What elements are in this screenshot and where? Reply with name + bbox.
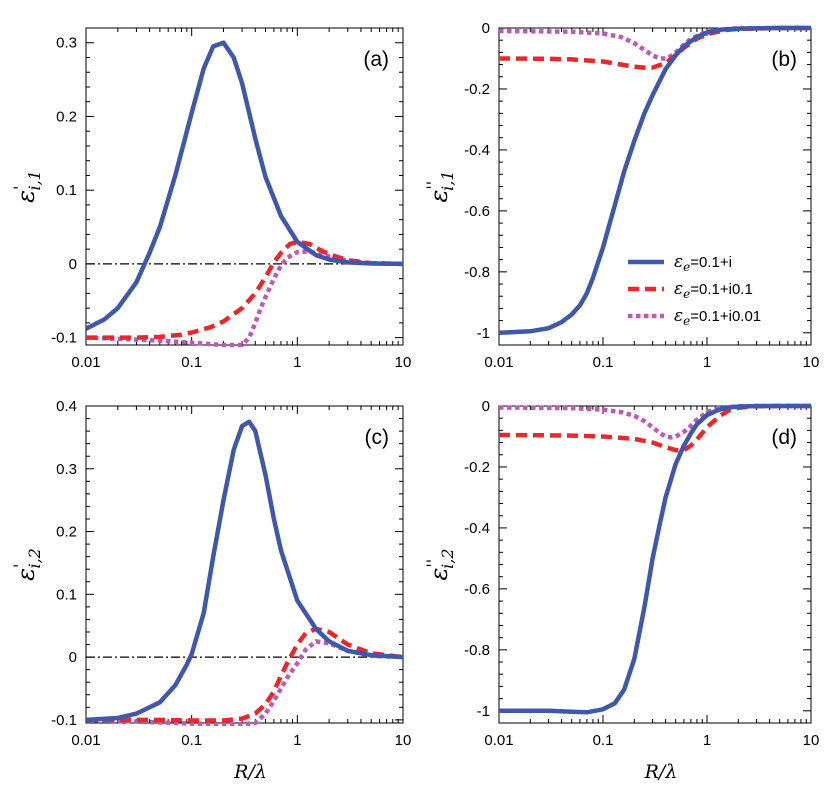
y-tick-label: 0 [69,256,77,273]
y-tick-label: -1 [477,703,490,720]
panel-d: 0.01 0.1 1 10 -1 -0.8 -0.6 -0.4 -0.2 0 (d) ε''i,2 R/… [423,398,819,783]
plot-frame [85,405,404,724]
y-tick-label: -0.6 [464,203,490,220]
x-axis-label: R/λ [644,761,678,783]
x-tick-label: 0.01 [484,354,513,371]
legend-entry: εe=0.1+i0.1 [674,279,753,301]
y-tick-label: 0.1 [56,586,77,603]
y-tick-label: 0.2 [56,108,77,125]
legend-entry: εe=0.1+i [674,252,732,274]
legend: εe=0.1+i εe=0.1+i0.1 εe=0.1+i0.01 [628,252,761,328]
y-tick-label: 0.3 [56,35,77,52]
x-tick-label: 0.01 [71,354,100,371]
series-line-3 [499,403,811,440]
series-line-3 [86,249,403,348]
plot-frame [498,27,812,346]
y-tick-label: -0.8 [464,264,490,281]
panel-b: 0.01 0.1 1 10 -1 -0.8 -0.6 -0.4 -0.2 0 (b) ε''i,1 [423,20,819,371]
panel-label: (a) [363,48,389,71]
y-tick-label: 0 [69,649,77,666]
panel-label: (c) [365,426,390,449]
series-line-2 [499,25,811,70]
panel-a: 0.01 0.1 1 10 -0.1 0 0.1 0.2 0.3 (a) ε'i,1 [10,27,412,371]
y-tick-label: -0.4 [464,520,490,537]
y-tick-label: -0.4 [464,142,490,159]
x-tick-label: 0.1 [593,732,614,749]
plot-frame [498,405,812,724]
panel-label: (b) [771,48,797,71]
x-tick-label: 10 [395,732,412,749]
x-tick-label: 10 [803,354,820,371]
series-line-1 [86,40,403,331]
x-tick-label: 0.1 [181,354,202,371]
y-tick-label: -0.2 [464,459,490,476]
x-axis-label: R/λ [233,761,267,783]
series-line-1 [499,403,811,715]
y-tick-label: 0 [482,398,490,415]
y-axis-label: ε'i,1 [10,170,44,203]
y-tick-label: -0.1 [51,330,77,347]
x-tick-label: 0.1 [593,354,614,371]
legend-entry: εe=0.1+i0.01 [674,306,761,328]
x-tick-label: 1 [293,354,301,371]
y-tick-label: -1 [477,325,490,342]
series-line-2 [86,626,403,723]
x-tick-label: 10 [395,354,412,371]
panel-c: 0.01 0.1 1 10 -0.1 0 0.1 0.2 0.3 0.4 (c) ε'i,2 R/λ [10,398,411,783]
y-axis-label: ε''i,2 [423,548,457,580]
y-tick-label: 0.2 [56,524,77,541]
y-tick-label: -0.8 [464,642,490,659]
y-tick-label: -0.6 [464,581,490,598]
x-tick-label: 0.01 [484,732,513,749]
y-tick-label: 0.1 [56,182,77,199]
y-tick-label: 0.3 [56,461,77,478]
y-axis-label: ε'i,2 [10,548,44,581]
x-tick-label: 10 [803,732,820,749]
y-axis-label: ε''i,1 [423,170,457,202]
series-line-2 [86,239,403,340]
y-tick-label: 0.4 [56,398,77,415]
panel-label: (d) [771,426,797,449]
x-tick-label: 0.01 [71,732,100,749]
y-tick-label: 0 [482,20,490,37]
x-tick-label: 0.1 [181,732,202,749]
x-tick-label: 1 [293,732,301,749]
series-line-1 [499,25,811,336]
series-line-1 [86,419,403,723]
series-line-3 [499,25,811,61]
y-tick-label: -0.1 [51,712,77,729]
plot-frame [85,27,404,346]
y-tick-label: -0.2 [464,81,490,98]
x-tick-label: 1 [703,354,711,371]
x-tick-label: 1 [703,732,711,749]
